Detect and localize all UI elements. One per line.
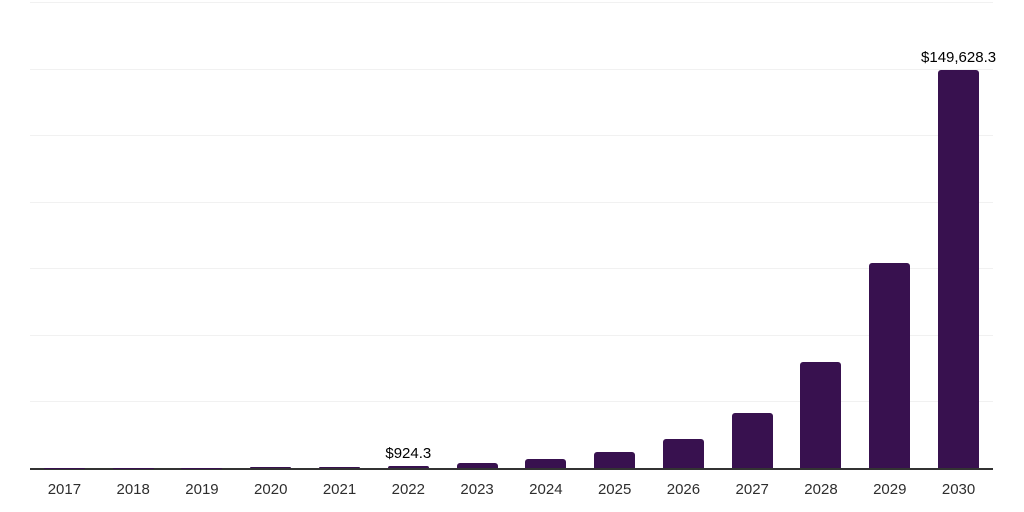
gridline bbox=[30, 401, 993, 403]
bar-2030 bbox=[938, 69, 980, 468]
value-label-2030: $149,628.3 bbox=[921, 48, 997, 66]
bar-2021 bbox=[319, 466, 361, 468]
bar-slot-2018 bbox=[99, 2, 168, 468]
x-tick-label-2020: 2020 bbox=[254, 481, 288, 498]
x-axis-labels: 2017 2018 2019 2020 2021 2022 2023 2024 2025 2026… bbox=[30, 472, 993, 498]
bar-2025 bbox=[594, 452, 636, 468]
bar-2029 bbox=[869, 262, 911, 468]
bar-slot-2020 bbox=[236, 2, 305, 468]
x-tick-label-2024: 2024 bbox=[529, 481, 563, 498]
bar-slot-2021 bbox=[305, 2, 374, 468]
x-tick-label-2021: 2021 bbox=[322, 481, 357, 498]
value-label-2022: $924.3 bbox=[385, 444, 432, 462]
bar-slot-2025 bbox=[580, 2, 649, 468]
bar-slot-2024 bbox=[511, 2, 580, 468]
gridline bbox=[30, 68, 993, 70]
x-tick-label-2019: 2019 bbox=[185, 481, 219, 498]
bars-row: $924.3 $149,628.3 bbox=[30, 2, 997, 468]
x-tick-label-2030: 2030 bbox=[941, 481, 976, 498]
bar-2024 bbox=[525, 459, 567, 468]
x-tick-label-2025: 2025 bbox=[597, 481, 632, 498]
x-tick-label-2017: 2017 bbox=[47, 481, 82, 498]
bar-slot-2027 bbox=[718, 2, 787, 468]
bar-slot-2022: $924.3 bbox=[374, 2, 443, 468]
bar-slot-2029 bbox=[855, 2, 924, 468]
bar-slot-2030: $149,628.3 bbox=[921, 2, 997, 468]
x-tick-label-2028: 2028 bbox=[804, 481, 838, 498]
x-tick-label-2027: 2027 bbox=[735, 481, 769, 498]
bar-slot-2028 bbox=[787, 2, 856, 468]
bar-slot-2019 bbox=[168, 2, 237, 468]
gridline bbox=[30, 334, 993, 336]
x-tick-label-2018: 2018 bbox=[116, 481, 150, 498]
x-tick-label-2023: 2023 bbox=[460, 481, 494, 498]
plot-area: $924.3 $149,628.3 bbox=[30, 2, 997, 470]
x-tick-label-2026: 2026 bbox=[666, 481, 701, 498]
bar-2022 bbox=[387, 465, 429, 468]
bar-2023 bbox=[456, 463, 498, 468]
x-tick-label-2022: 2022 bbox=[391, 481, 425, 498]
bar-slot-2023 bbox=[443, 2, 512, 468]
gridline bbox=[30, 135, 993, 137]
bar-2020 bbox=[250, 467, 292, 468]
gridline bbox=[30, 2, 993, 3]
bar-2027 bbox=[731, 413, 773, 468]
gridline bbox=[30, 268, 993, 270]
bar-2028 bbox=[800, 361, 842, 468]
bar-slot-2026 bbox=[649, 2, 718, 468]
gridline bbox=[30, 201, 993, 203]
bar-slot-2017 bbox=[30, 2, 99, 468]
x-tick-label-2029: 2029 bbox=[873, 481, 907, 498]
bar-2026 bbox=[662, 439, 704, 468]
